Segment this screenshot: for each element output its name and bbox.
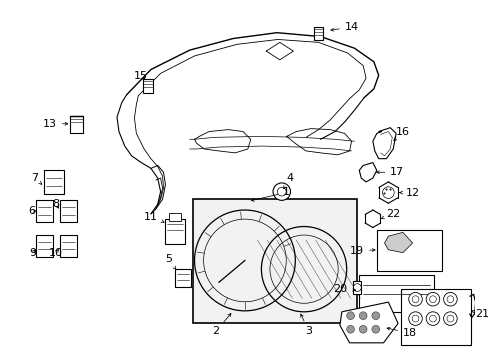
Bar <box>60 201 77 222</box>
Circle shape <box>272 183 290 201</box>
Circle shape <box>346 325 354 333</box>
Bar <box>313 27 323 40</box>
Text: 20: 20 <box>333 284 355 293</box>
Bar <box>175 269 190 287</box>
Polygon shape <box>372 128 395 159</box>
Circle shape <box>408 312 422 325</box>
Text: 7: 7 <box>31 173 41 184</box>
Bar <box>44 170 63 194</box>
Text: 18: 18 <box>386 327 416 338</box>
Circle shape <box>411 296 418 303</box>
Polygon shape <box>339 302 397 343</box>
Circle shape <box>371 312 379 320</box>
Bar <box>143 79 153 93</box>
Text: 6: 6 <box>28 206 36 216</box>
Bar <box>400 289 470 345</box>
Text: 19: 19 <box>349 246 374 256</box>
Text: 16: 16 <box>393 127 409 141</box>
Text: 11: 11 <box>143 212 163 222</box>
Text: 10: 10 <box>49 248 63 258</box>
Polygon shape <box>359 163 376 182</box>
Bar <box>376 230 441 271</box>
Circle shape <box>277 187 285 196</box>
Text: 21: 21 <box>470 309 488 319</box>
Text: 8: 8 <box>52 199 60 209</box>
Circle shape <box>428 296 435 303</box>
Polygon shape <box>384 232 412 253</box>
Bar <box>359 275 433 312</box>
Text: 14: 14 <box>330 22 358 32</box>
Circle shape <box>411 315 418 322</box>
Circle shape <box>346 312 354 320</box>
Text: 1: 1 <box>251 188 289 201</box>
Bar <box>165 219 184 244</box>
Circle shape <box>408 292 422 306</box>
Bar <box>169 213 181 221</box>
Text: 22: 22 <box>380 209 400 219</box>
Bar <box>353 281 361 294</box>
Circle shape <box>426 312 439 325</box>
Text: 4: 4 <box>283 173 293 189</box>
Text: 9: 9 <box>29 248 36 258</box>
Circle shape <box>371 325 379 333</box>
Text: 13: 13 <box>43 119 68 129</box>
Bar <box>70 116 83 134</box>
Circle shape <box>446 296 453 303</box>
Circle shape <box>443 292 456 306</box>
Circle shape <box>382 187 393 198</box>
Circle shape <box>426 292 439 306</box>
Circle shape <box>446 315 453 322</box>
Circle shape <box>428 315 435 322</box>
Bar <box>36 201 53 222</box>
Circle shape <box>359 325 366 333</box>
Text: 17: 17 <box>376 167 404 177</box>
Text: 15: 15 <box>134 71 148 81</box>
Text: 3: 3 <box>300 314 312 336</box>
Circle shape <box>443 312 456 325</box>
Text: 12: 12 <box>399 188 419 198</box>
Circle shape <box>359 312 366 320</box>
Bar <box>36 235 53 257</box>
Text: 5: 5 <box>164 255 176 270</box>
Bar <box>60 235 77 257</box>
Bar <box>192 199 357 323</box>
Text: 2: 2 <box>212 314 230 336</box>
Circle shape <box>353 284 361 292</box>
